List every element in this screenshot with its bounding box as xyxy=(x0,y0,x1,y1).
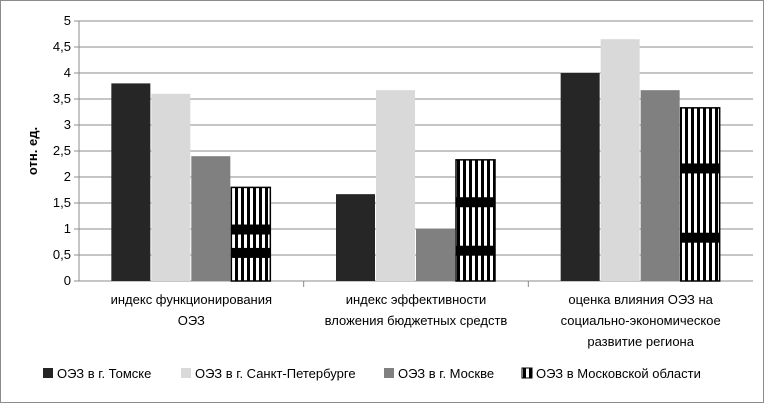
bar xyxy=(111,83,151,282)
category-label: оценка влияния ОЭЗ на xyxy=(568,292,713,307)
legend-label: ОЭЗ в г. Томске xyxy=(57,366,151,381)
y-tick-label: 0 xyxy=(64,273,71,288)
bar-band xyxy=(231,247,271,258)
y-tick-label: 2 xyxy=(64,169,71,184)
y-tick-label: 5 xyxy=(64,13,71,28)
bar-band xyxy=(456,245,495,256)
bar xyxy=(151,93,191,281)
legend-label: ОЭЗ в г. Москве xyxy=(398,366,494,381)
bar-band xyxy=(680,163,720,174)
y-tick-label: 3,5 xyxy=(53,91,71,106)
y-tick-label: 4,5 xyxy=(53,39,71,54)
bar xyxy=(336,194,375,281)
legend-label: ОЭЗ в г. Санкт-Петербурге xyxy=(195,366,356,381)
legend-swatch xyxy=(521,367,533,379)
category-label: развитие региона xyxy=(587,334,694,349)
bar xyxy=(560,73,600,281)
legend-swatch xyxy=(384,368,394,378)
bar-band xyxy=(456,197,495,208)
bar-band xyxy=(231,224,271,235)
legend-swatch xyxy=(43,368,53,378)
bar xyxy=(455,159,496,282)
category-label: индекс эффективности xyxy=(346,292,487,307)
bar xyxy=(191,156,231,281)
bar xyxy=(640,90,680,281)
category-labels: индекс функционирования ОЭЗ индекс эффекти… xyxy=(111,292,721,349)
y-tick-label: 1,5 xyxy=(53,195,71,210)
bar xyxy=(376,90,415,281)
bars xyxy=(111,39,721,282)
y-tick-label: 4 xyxy=(64,65,71,80)
bar xyxy=(679,107,721,282)
bar xyxy=(600,39,640,282)
category-label: ОЭЗ xyxy=(178,313,205,328)
legend-label: ОЭЗ в Московской области xyxy=(536,366,701,381)
y-axis-label: отн. ед. xyxy=(25,127,40,175)
bar xyxy=(416,229,455,281)
category-label: социально-экономическое xyxy=(561,313,721,328)
y-tick-label: 3 xyxy=(64,117,71,132)
y-tick-label: 0,5 xyxy=(53,247,71,262)
legend-swatch xyxy=(181,368,191,378)
category-label: вложения бюджетных средств xyxy=(325,313,508,328)
category-label: индекс функционирования xyxy=(111,292,272,307)
y-tick-label: 1 xyxy=(64,221,71,236)
legend: ОЭЗ в г. Томске ОЭЗ в г. Санкт-Петербурге… xyxy=(43,366,701,381)
y-tick-label: 2,5 xyxy=(53,143,71,158)
y-tick-labels: 0 0,5 1 1,5 2 2,5 3 3,5 4 4,5 5 xyxy=(53,13,71,288)
bar-band xyxy=(680,232,720,243)
